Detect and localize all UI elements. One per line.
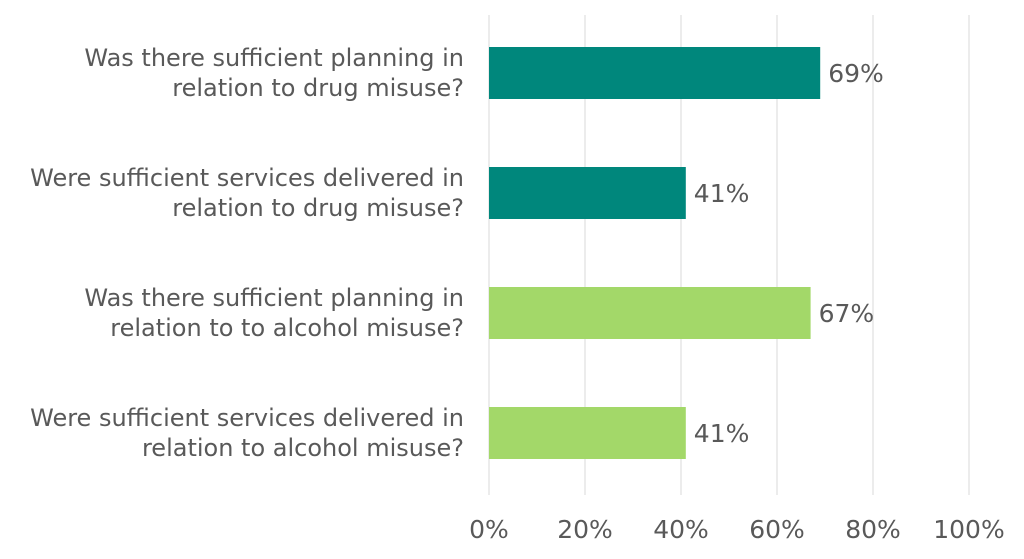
x-tick-label: 80% — [845, 515, 901, 544]
bar — [489, 167, 686, 219]
x-tick-label: 60% — [749, 515, 805, 544]
x-tick-label: 100% — [933, 515, 1004, 544]
bar — [489, 47, 821, 99]
value-label: 69% — [828, 59, 884, 88]
category-label: Were sufficient services delivered in re… — [30, 164, 464, 222]
value-label: 41% — [694, 179, 750, 208]
category-label: Were sufficient services delivered in re… — [30, 404, 464, 462]
x-tick-label: 40% — [653, 515, 709, 544]
category-label: Was there sufficient planning in relatio… — [84, 284, 464, 342]
x-tick-label: 0% — [469, 515, 509, 544]
category-label: Was there sufficient planning in relatio… — [84, 44, 464, 102]
x-tick-label: 20% — [557, 515, 613, 544]
bar — [489, 407, 686, 459]
bar — [489, 287, 811, 339]
value-label: 67% — [819, 299, 875, 328]
value-label: 41% — [694, 419, 750, 448]
